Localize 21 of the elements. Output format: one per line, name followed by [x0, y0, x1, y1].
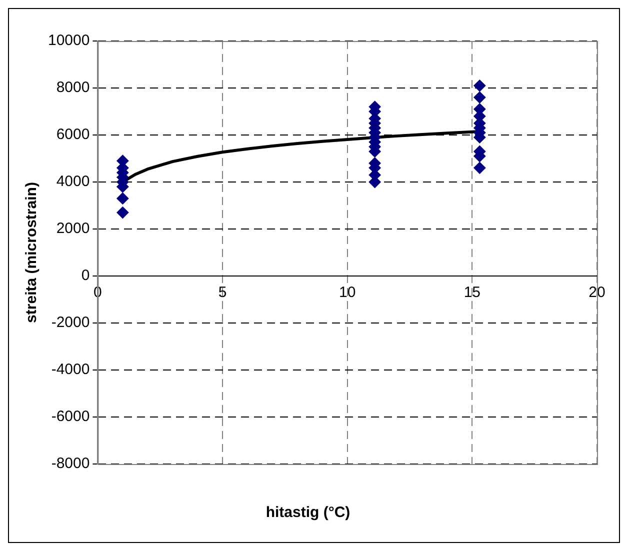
point [116, 206, 129, 219]
y-tick-label: 4000 [56, 173, 90, 190]
x-tick-label: 5 [218, 284, 227, 302]
y-tick-label: 10000 [48, 32, 90, 50]
x-tick-label: 10 [339, 284, 356, 302]
y-tick-label: 8000 [56, 79, 90, 96]
point [474, 80, 486, 92]
y-axis-title: streita (microstrain) [23, 182, 40, 323]
x-tick-label: 20 [588, 284, 606, 302]
y-tick-label: -8000 [51, 455, 90, 472]
y-tick-label: -6000 [51, 408, 90, 426]
y-tick-label: 0 [81, 267, 90, 284]
x-tick-label: 15 [464, 284, 481, 302]
point [474, 162, 486, 174]
point [474, 91, 486, 104]
y-tick-label: 2000 [56, 220, 90, 238]
y-tick-label: 6000 [56, 126, 90, 144]
y-tick-label: -4000 [51, 361, 90, 378]
y-tick-label: -2000 [51, 314, 90, 332]
x-axis-title: hitastig (°C) [266, 504, 350, 522]
point [116, 192, 129, 204]
